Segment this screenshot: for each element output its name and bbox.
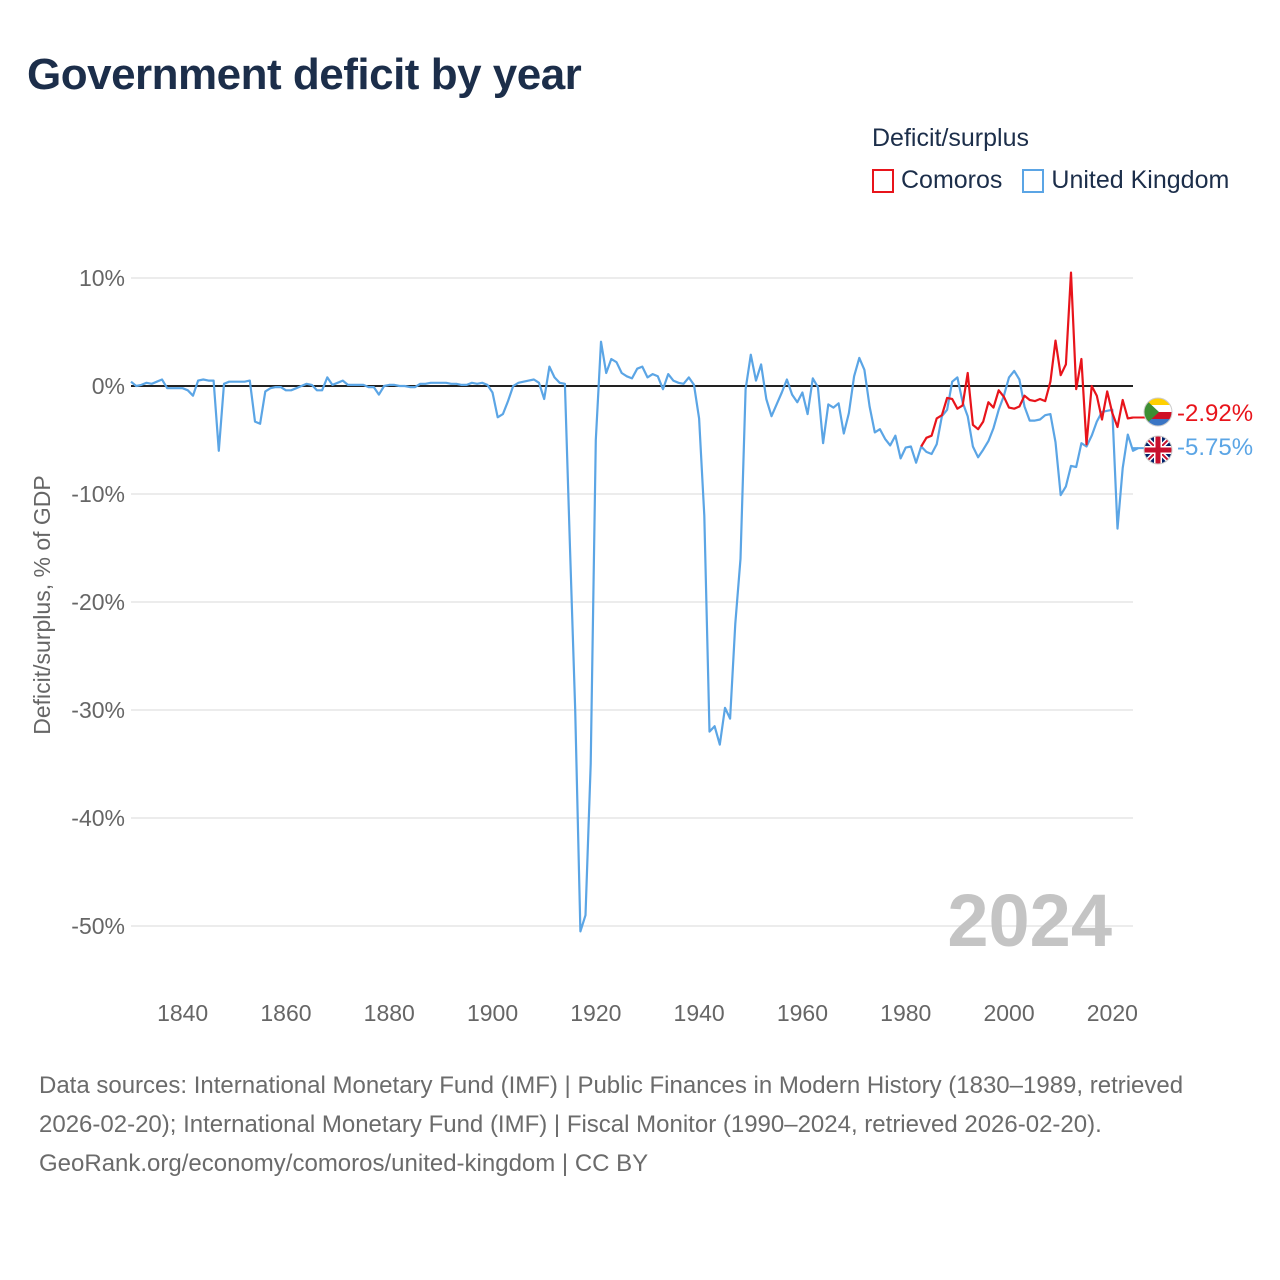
x-tick-label: 1920	[570, 1000, 621, 1026]
end-markers: -2.92% -5.75%	[1133, 397, 1253, 465]
y-tick-label: -20%	[71, 589, 125, 615]
series-line-united-kingdom	[130, 340, 1139, 933]
flag-united-kingdom-icon	[1143, 435, 1173, 465]
x-tick-label: 1940	[674, 1000, 725, 1026]
x-tick-label: 2020	[1087, 1000, 1138, 1026]
y-tick-label: -10%	[71, 481, 125, 507]
end-label-united-kingdom: -5.75%	[1177, 434, 1253, 461]
data-sources: Data sources: International Monetary Fun…	[39, 1072, 1184, 1138]
end-label-comoros: -2.92%	[1177, 400, 1253, 427]
footer: Data sources: International Monetary Fun…	[39, 1066, 1239, 1183]
line-chart: 10% 0% -10% -20% -30% -40% -50% 1840 1860 1880 19…	[29, 265, 1253, 1026]
x-tick-label: 1840	[157, 1000, 208, 1026]
gridlines	[131, 277, 1133, 927]
legend-title: Deficit/surplus	[872, 124, 1029, 152]
x-tick-label: 1900	[467, 1000, 518, 1026]
year-watermark: 2024	[947, 879, 1112, 962]
y-tick-label: 10%	[79, 265, 125, 291]
legend-swatch-united-kingdom	[1022, 168, 1045, 193]
x-tick-label: 1880	[364, 1000, 415, 1026]
flag-comoros-icon	[1143, 397, 1173, 427]
legend-swatch-comoros	[872, 168, 894, 193]
credit-link[interactable]: GeoRank.org/economy/comoros/united-kingd…	[39, 1150, 649, 1177]
x-tick-label: 1980	[880, 1000, 931, 1026]
x-tick-label: 2000	[983, 1000, 1034, 1026]
y-tick-label: 0%	[92, 373, 125, 399]
y-tick-label: -30%	[71, 697, 125, 723]
series-lines	[130, 271, 1139, 933]
legend-item-united-kingdom[interactable]: United Kingdom	[1022, 166, 1229, 195]
chart-title: Government deficit by year	[27, 50, 582, 99]
legend-label-comoros: Comoros	[901, 166, 1003, 194]
legend: Comoros United Kingdom	[872, 166, 1249, 195]
legend-label-united-kingdom: United Kingdom	[1051, 166, 1230, 194]
y-axis-ticks: 10% 0% -10% -20% -30% -40% -50%	[71, 265, 125, 939]
legend-item-comoros[interactable]: Comoros	[872, 166, 1002, 195]
y-tick-label: -50%	[71, 913, 125, 939]
x-tick-label: 1960	[777, 1000, 828, 1026]
y-tick-label: -40%	[71, 805, 125, 831]
series-line-comoros	[920, 271, 1134, 448]
y-axis-title: Deficit/surplus, % of GDP	[29, 475, 55, 734]
x-axis-ticks: 1840 1860 1880 1900 1920 1940 1960 1980 2000 2020	[157, 1000, 1138, 1026]
x-tick-label: 1860	[260, 1000, 311, 1026]
